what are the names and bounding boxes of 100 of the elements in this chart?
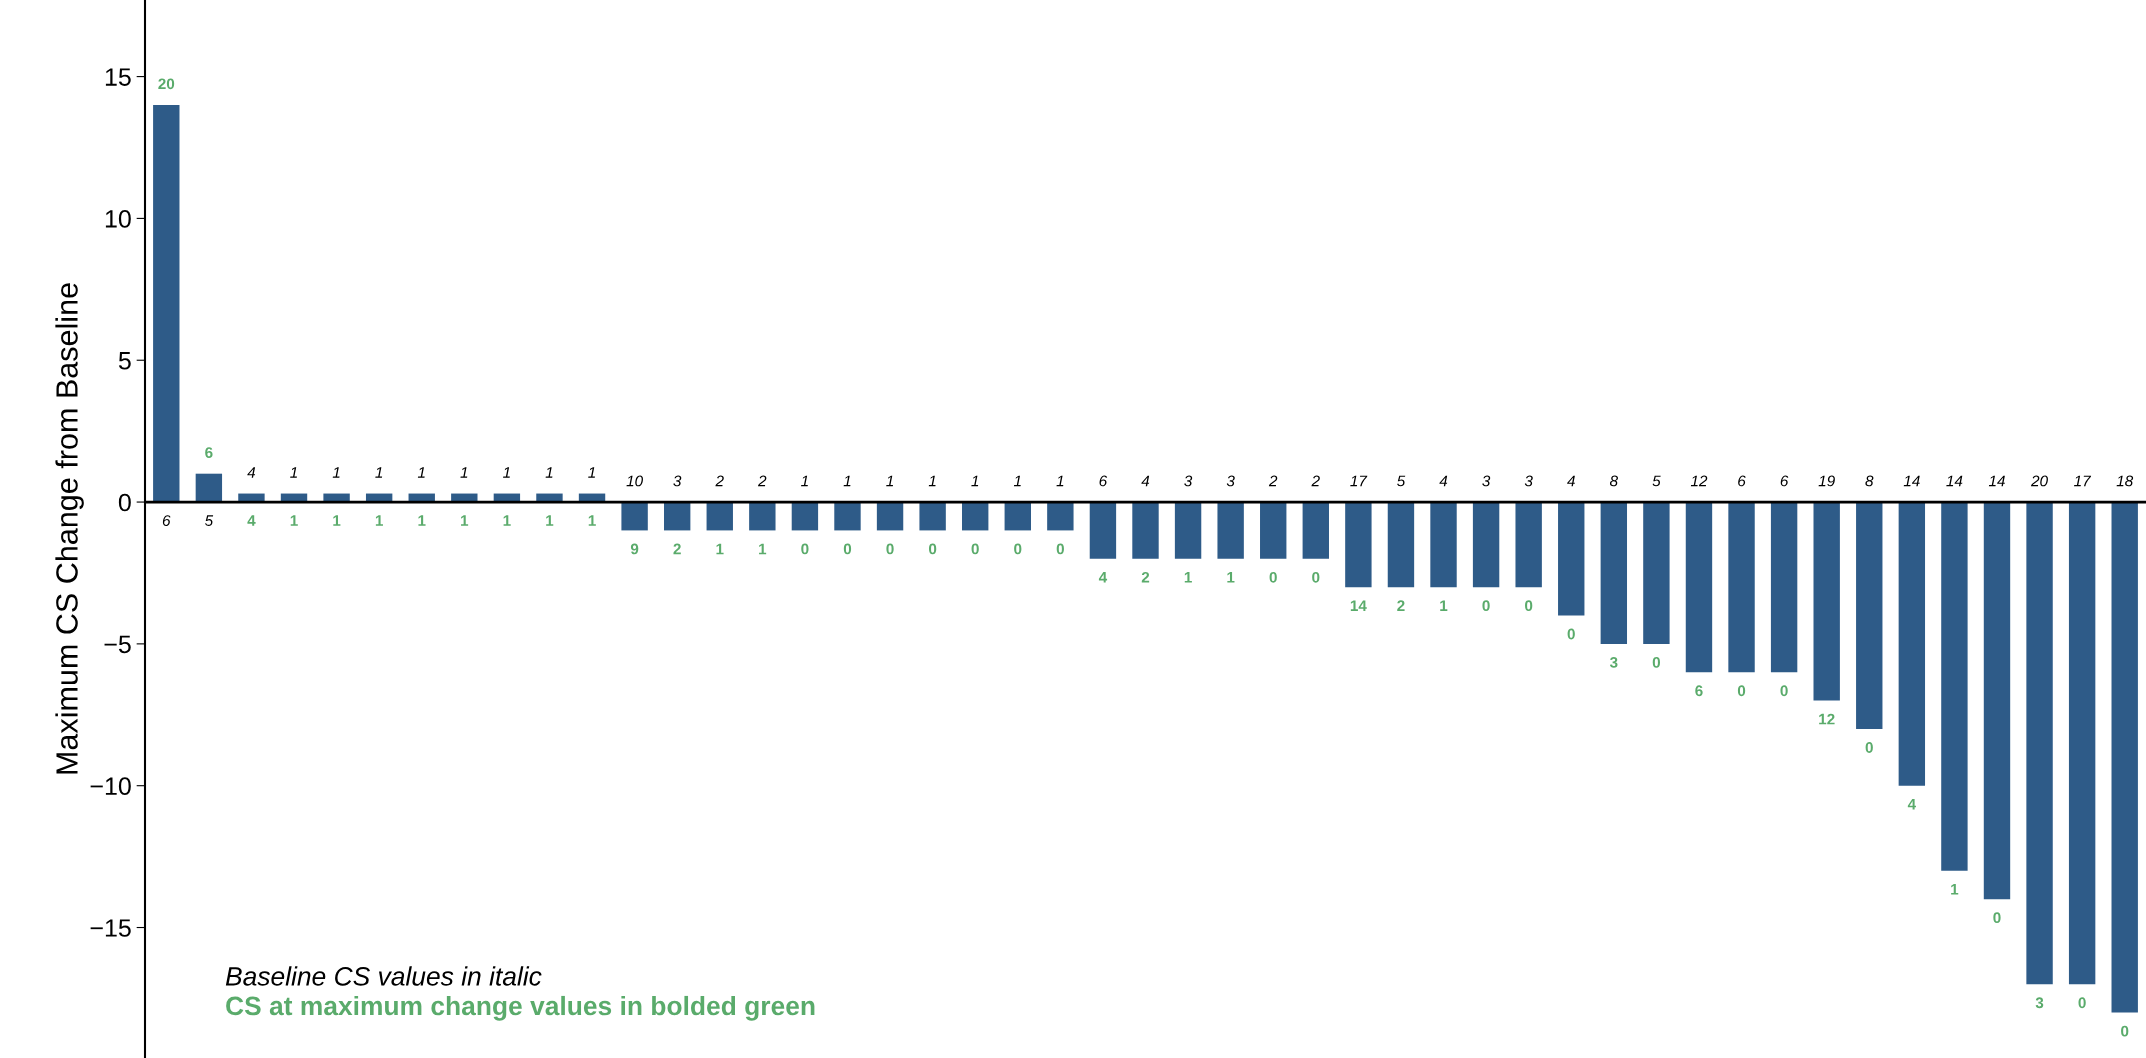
y-tick-label: 0 [118, 493, 131, 512]
annotation: 2 [757, 475, 767, 487]
annotation: CS at maximum change values in bolded green [226, 995, 815, 1021]
bar [1345, 502, 1372, 588]
bar [1643, 502, 1670, 644]
annotation: 0 [928, 543, 937, 555]
annotation: 1 [588, 515, 596, 526]
bar [195, 473, 223, 503]
annotation: 1 [886, 475, 894, 487]
annotation: 4 [1439, 475, 1448, 487]
annotation: 0 [1652, 656, 1661, 668]
annotation: 1 [971, 475, 979, 487]
annotation: 1 [461, 515, 469, 526]
annotation: 1 [1013, 475, 1021, 487]
annotation: 3 [673, 475, 682, 487]
annotation: 1 [290, 467, 297, 478]
annotation: 9 [630, 543, 639, 555]
annotation: 6 [1099, 475, 1108, 487]
y-tick-label: −5 [104, 635, 131, 654]
annotation: 14 [1988, 475, 2005, 487]
annotation: 3 [1609, 656, 1618, 668]
bar [1047, 502, 1074, 531]
annotation: 2 [1141, 571, 1150, 583]
bar [2111, 502, 2138, 1013]
annotation: 6 [1695, 685, 1703, 697]
annotation: 0 [1525, 600, 1533, 612]
annotation: 17 [2074, 475, 2092, 487]
annotation: 4 [247, 467, 256, 478]
annotation: 4 [1141, 475, 1150, 487]
annotation: 14 [1903, 475, 1920, 487]
annotation: 4 [1098, 572, 1108, 583]
annotation: 1 [460, 467, 468, 478]
annotation: 0 [1056, 543, 1064, 555]
annotation: 1 [417, 467, 425, 478]
bar [919, 502, 946, 531]
bar [962, 502, 989, 531]
annotation: 0 [1014, 543, 1022, 555]
annotation: 6 [1780, 475, 1789, 487]
annotation: 0 [1567, 628, 1575, 640]
annotation: 1 [503, 467, 510, 478]
annotation: 14 [1350, 600, 1367, 611]
annotation: 14 [1946, 475, 1963, 487]
bar [791, 502, 819, 531]
annotation: 0 [1993, 912, 2001, 924]
annotation: 8 [1609, 475, 1618, 487]
bar [1558, 502, 1585, 616]
y-tick-label: −10 [90, 777, 131, 795]
y-tick-label: 5 [118, 352, 131, 370]
annotation: 18 [2116, 475, 2134, 487]
annotation: 0 [1312, 571, 1320, 583]
annotation: 1 [1056, 475, 1064, 487]
annotation: 2 [1397, 600, 1405, 611]
bar [2026, 502, 2053, 985]
annotation: 1 [759, 543, 767, 555]
annotation: 1 [588, 467, 595, 478]
bar [1174, 502, 1202, 559]
bar [1898, 502, 1926, 786]
bar [1856, 502, 1883, 729]
annotation: 1 [1951, 884, 1959, 895]
annotation: 1 [1184, 572, 1192, 583]
bar [1600, 502, 1628, 644]
annotation: 5 [1652, 475, 1661, 487]
bar [2068, 502, 2096, 985]
annotation: 6 [1738, 475, 1746, 487]
annotation: 20 [2030, 475, 2048, 487]
annotation: 1 [503, 515, 511, 526]
annotation: 0 [1737, 685, 1746, 697]
bar [1260, 502, 1287, 559]
annotation: 0 [1482, 600, 1490, 612]
annotation: 1 [1227, 572, 1235, 583]
y-axis-title: Maximum CS Change from Baseline [55, 283, 84, 774]
annotation: 6 [162, 515, 171, 526]
annotation: 0 [1780, 685, 1788, 697]
y-tick-label: −15 [90, 919, 131, 937]
bar [749, 502, 776, 531]
annotation: 3 [1226, 475, 1235, 487]
annotation: 1 [375, 515, 383, 526]
annotation: 5 [1397, 475, 1406, 487]
annotation: 1 [375, 467, 383, 478]
annotation: 8 [1865, 475, 1874, 487]
annotation: 1 [546, 515, 554, 526]
annotation: 1 [333, 515, 341, 526]
bar [663, 502, 691, 531]
annotation: 2 [1311, 475, 1320, 487]
annotation: 0 [843, 543, 852, 555]
bar [706, 502, 733, 531]
y-tick-label: 15 [105, 68, 131, 86]
annotation: 1 [545, 467, 553, 478]
bar [1430, 502, 1457, 588]
bar [621, 502, 648, 531]
bar [1132, 502, 1159, 559]
bar [1387, 502, 1415, 588]
annotation: 12 [1819, 713, 1835, 725]
annotation: 2 [715, 475, 724, 487]
annotation: 1 [418, 515, 426, 526]
annotation: 1 [716, 543, 724, 555]
bar [1983, 502, 2011, 900]
annotation: 0 [2121, 1025, 2129, 1037]
bar [1515, 502, 1542, 588]
annotation: 20 [158, 78, 175, 90]
